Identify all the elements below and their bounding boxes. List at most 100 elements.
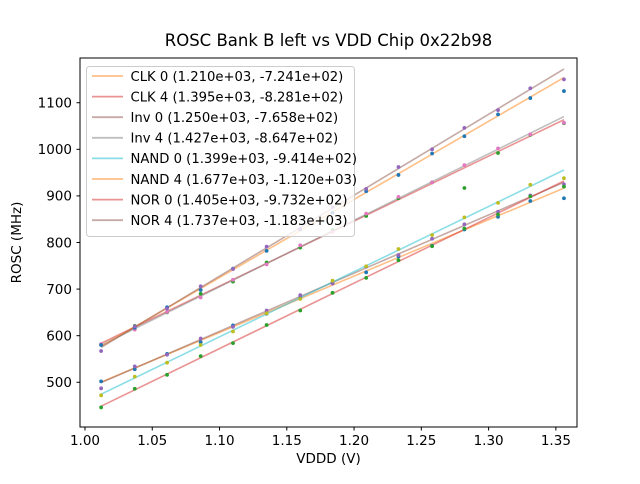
data-point: [99, 405, 104, 410]
data-point: [198, 340, 203, 345]
data-point: [562, 176, 566, 181]
data-point: [330, 290, 335, 295]
data-point: [364, 187, 369, 191]
data-point: [462, 186, 467, 190]
data-point: [99, 379, 104, 384]
data-point: [396, 253, 401, 257]
data-point: [430, 151, 434, 156]
data-point: [364, 211, 369, 216]
data-point: [231, 329, 235, 334]
data-point: [132, 364, 137, 369]
data-point: [198, 295, 203, 300]
data-point: [396, 194, 401, 199]
data-point: [562, 184, 566, 189]
data-point: [132, 374, 137, 379]
data-point: [462, 134, 467, 139]
data-point: [330, 278, 335, 283]
legend-label: CLK 0 (1.210e+03, -7.241e+02): [131, 70, 344, 85]
data-point: [198, 288, 203, 292]
data-point: [165, 372, 169, 377]
data-point: [396, 165, 401, 169]
x-tick-label: 1.20: [339, 433, 369, 449]
data-point: [364, 270, 369, 275]
data-point: [528, 132, 533, 137]
y-tick-label: 600: [46, 328, 72, 344]
data-point: [562, 196, 566, 201]
data-point: [528, 86, 533, 91]
data-point: [99, 349, 104, 353]
x-tick-label: 1.35: [541, 433, 571, 449]
data-point: [462, 226, 467, 231]
data-point: [198, 291, 203, 296]
data-point: [99, 343, 104, 347]
data-point: [364, 276, 369, 280]
y-tick-label: 900: [46, 189, 72, 205]
data-point: [298, 243, 303, 248]
data-point: [496, 209, 500, 214]
data-point: [496, 108, 500, 113]
data-point: [198, 343, 203, 347]
data-point: [364, 264, 369, 269]
legend-label: NOR 0 (1.405e+03, -9.732e+02): [131, 193, 348, 208]
data-point: [528, 96, 533, 100]
legend-frame: [86, 66, 355, 237]
data-point: [330, 281, 335, 286]
chart-title: ROSC Bank B left vs VDD Chip 0x22b98: [165, 31, 492, 50]
data-point: [231, 324, 235, 329]
data-point: [165, 352, 169, 357]
legend-label: NAND 0 (1.399e+03, -9.414e+02): [131, 152, 358, 167]
data-point: [496, 112, 500, 117]
x-tick-label: 1.10: [204, 433, 234, 449]
data-point: [264, 311, 269, 316]
data-point: [231, 277, 235, 282]
data-point: [528, 194, 533, 199]
y-tick-label: 1100: [38, 96, 72, 112]
data-point: [99, 386, 104, 391]
data-point: [198, 354, 203, 359]
data-point: [496, 146, 500, 151]
data-point: [528, 182, 533, 187]
data-point: [231, 267, 235, 271]
x-tick-label: 1.30: [474, 433, 504, 449]
x-tick-label: 1.05: [137, 433, 167, 449]
data-point: [132, 324, 137, 329]
legend-label: NOR 4 (1.737e+03, -1.183e+03): [131, 214, 348, 229]
data-point: [462, 222, 467, 227]
y-tick-label: 800: [46, 235, 72, 251]
legend-label: NAND 4 (1.677e+03, -1.120e+03): [131, 173, 358, 188]
data-point: [396, 258, 401, 263]
data-point: [298, 293, 303, 298]
data-point: [132, 386, 137, 391]
data-point: [298, 296, 303, 301]
data-point: [562, 77, 566, 82]
data-point: [132, 367, 137, 372]
data-point: [462, 163, 467, 168]
data-point: [496, 212, 500, 217]
y-tick-label: 1000: [38, 142, 72, 158]
data-point: [264, 262, 269, 267]
legend-label: Inv 4 (1.427e+03, -8.647e+02): [131, 132, 339, 147]
legend-label: CLK 4 (1.395e+03, -8.281e+02): [131, 90, 344, 105]
data-point: [99, 393, 104, 398]
data-point: [430, 233, 434, 237]
y-tick-label: 500: [46, 375, 72, 391]
x-tick-label: 1.00: [70, 433, 100, 449]
data-point: [562, 120, 566, 125]
data-point: [264, 248, 269, 253]
data-point: [430, 180, 434, 185]
y-axis-label: ROSC (MHz): [9, 202, 25, 284]
x-tick-label: 1.15: [272, 433, 302, 449]
data-point: [462, 125, 467, 130]
x-axis-label: VDDD (V): [296, 451, 360, 467]
data-point: [165, 310, 169, 314]
data-point: [231, 341, 235, 346]
data-point: [528, 199, 533, 203]
data-point: [198, 336, 203, 341]
data-point: [298, 308, 303, 313]
legend: CLK 0 (1.210e+03, -7.241e+02) CLK 4 (1.39…: [86, 66, 358, 237]
x-tick-label: 1.25: [406, 433, 436, 449]
data-point: [430, 244, 434, 249]
data-point: [462, 215, 467, 220]
data-point: [264, 323, 269, 327]
